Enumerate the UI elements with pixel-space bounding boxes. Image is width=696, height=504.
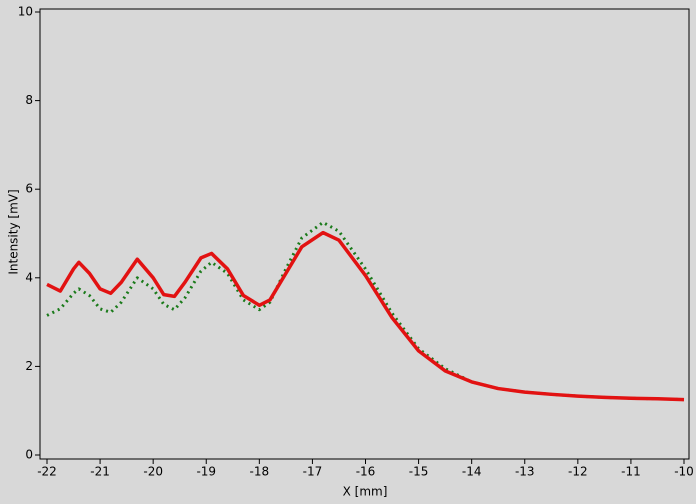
x-tick-label: -10 — [674, 465, 694, 479]
x-tick-label: -14 — [462, 465, 482, 479]
y-axis-label: Intensity [mV] — [7, 189, 21, 274]
series-line — [46, 230, 685, 402]
x-tick-label: -22 — [37, 465, 57, 479]
y-tick-label: 6 — [25, 182, 33, 196]
y-tick-label: 10 — [18, 5, 33, 19]
y-tick-label: 8 — [25, 93, 33, 107]
x-tick-label: -15 — [409, 465, 429, 479]
y-tick-label: 2 — [25, 359, 33, 373]
x-tick-label: -17 — [303, 465, 323, 479]
x-axis-label: X [mm] — [343, 485, 388, 499]
x-tick-label: -16 — [356, 465, 376, 479]
x-tick-label: -19 — [196, 465, 216, 479]
y-tick-label: 0 — [25, 448, 33, 462]
x-tick-label: -18 — [250, 465, 270, 479]
x-tick-label: -13 — [515, 465, 535, 479]
y-tick-label: 4 — [25, 270, 33, 284]
x-tick-label: -11 — [621, 465, 641, 479]
series-line — [46, 220, 685, 402]
x-tick-label: -20 — [143, 465, 163, 479]
x-tick-label: -21 — [90, 465, 110, 479]
plot-frame — [39, 8, 690, 460]
x-tick-label: -12 — [568, 465, 588, 479]
